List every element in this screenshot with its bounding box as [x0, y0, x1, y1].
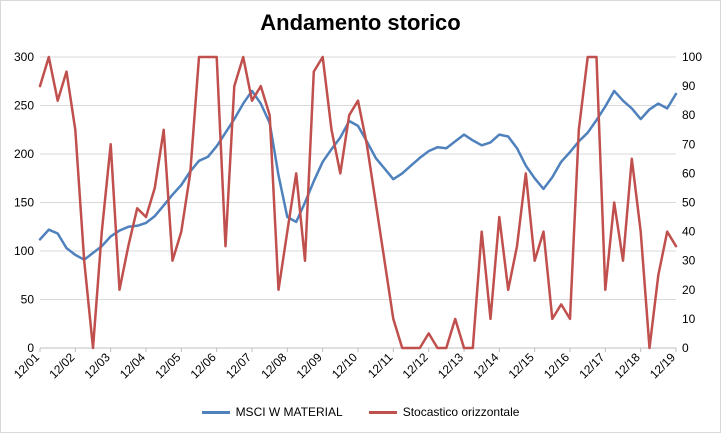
x-tick-label: 12/15 [506, 350, 537, 381]
x-tick-label: 12/13 [435, 350, 466, 381]
y-left-tick-label: 300 [14, 50, 34, 64]
legend: MSCI W MATERIAL Stocastico orizzontale [0, 402, 721, 422]
y-left-tick-label: 250 [14, 99, 34, 113]
y-left-tick-label: 100 [14, 244, 34, 258]
y-right-tick-label: 80 [682, 108, 696, 122]
x-tick-label: 12/02 [46, 350, 77, 381]
y-right-tick-label: 0 [682, 341, 689, 355]
y-right-tick-label: 40 [682, 225, 696, 239]
legend-item-stocastico: Stocastico orizzontale [368, 405, 520, 419]
x-tick-label: 12/19 [647, 350, 678, 381]
x-tick-label: 12/10 [329, 350, 360, 381]
x-tick-label: 12/16 [541, 350, 572, 381]
legend-item-msci: MSCI W MATERIAL [201, 405, 343, 419]
chart-title: Andamento storico [260, 10, 461, 35]
legend-label-stocastico: Stocastico orizzontale [402, 405, 520, 419]
legend-label-msci: MSCI W MATERIAL [235, 405, 343, 419]
x-tick-label: 12/17 [576, 350, 607, 381]
x-tick-label: 12/03 [82, 350, 113, 381]
x-tick-label: 12/05 [152, 350, 183, 381]
y-right-tick-label: 90 [682, 79, 696, 93]
y-right-tick-label: 70 [682, 137, 696, 151]
series-line-stocastico [38, 55, 678, 350]
x-tick-label: 12/04 [117, 350, 148, 381]
y-right-tick-label: 60 [682, 166, 696, 180]
x-tick-label: 12/08 [258, 350, 289, 381]
x-tick-label: 12/07 [223, 350, 254, 381]
x-tick-label: 12/06 [188, 350, 219, 381]
legend-swatch-msci [201, 410, 230, 414]
y-right-tick-label: 20 [682, 283, 696, 297]
chart-plot: 0 50 100 150 200 250 300 0 10 20 30 40 50 60 70 80 90 10… [11, 50, 702, 381]
x-tick-label: 12/11 [365, 350, 396, 381]
x-tick-label: 12/18 [612, 350, 643, 381]
y-left-tick-label: 150 [14, 196, 34, 210]
x-tick-label: 12/14 [470, 350, 501, 381]
legend-swatch-stocastico [368, 410, 397, 414]
y-left-tick-label: 50 [21, 293, 35, 307]
y-left-tick-label: 0 [27, 341, 34, 355]
y-right-tick-label: 30 [682, 254, 696, 268]
y-right-tick-label: 50 [682, 196, 696, 210]
x-tick-label: 12/12 [400, 350, 431, 381]
series-line-msci [38, 89, 678, 261]
y-left-tick-label: 200 [14, 147, 34, 161]
y-right-tick-label: 10 [682, 312, 696, 326]
y-right-tick-label: 100 [682, 50, 702, 64]
x-tick-label: 12/01 [11, 350, 42, 381]
x-tick-label: 12/09 [294, 350, 325, 381]
